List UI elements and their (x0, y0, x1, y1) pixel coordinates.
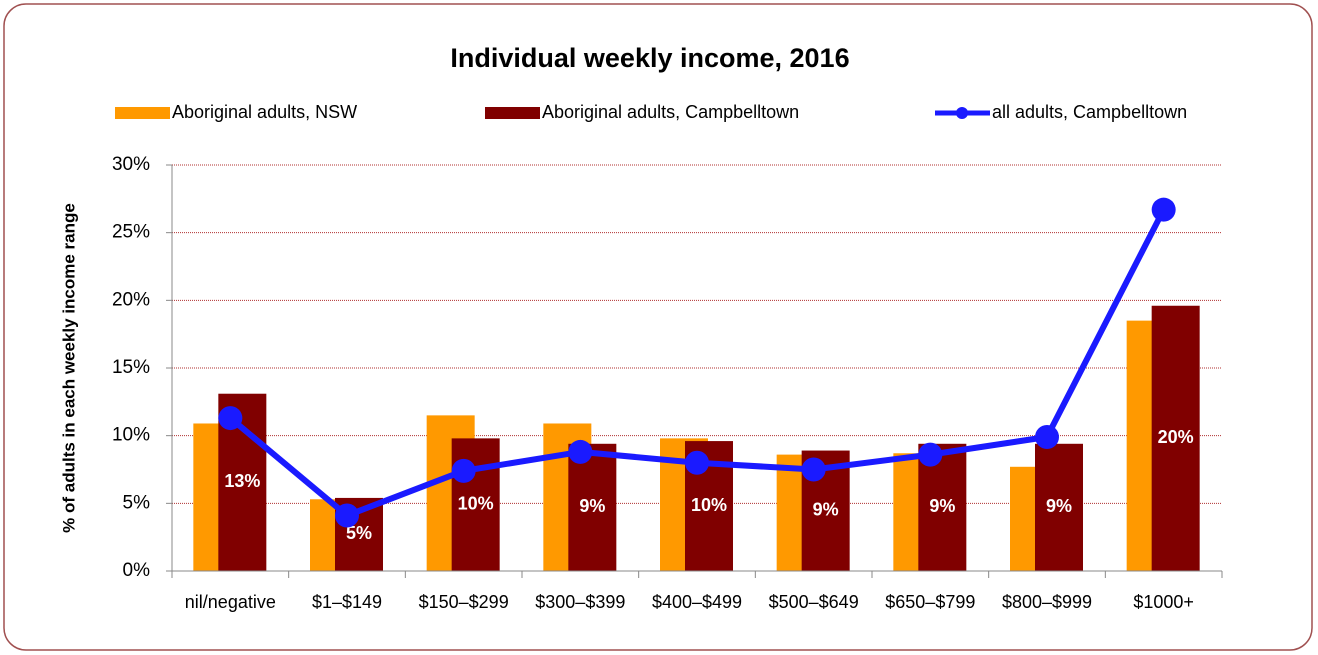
legend-swatch (115, 107, 170, 119)
data-label: 13% (224, 471, 260, 491)
data-label: 9% (579, 496, 605, 516)
legend-swatch (956, 107, 968, 119)
bar (568, 443, 617, 571)
x-tick-label: $1000+ (1133, 592, 1194, 612)
x-tick-label: $300–$399 (535, 592, 625, 612)
data-label: 10% (691, 495, 727, 515)
data-label: 9% (929, 496, 955, 516)
x-tick-label: $800–$999 (1002, 592, 1092, 612)
y-tick-label: 15% (112, 357, 150, 378)
y-tick-label: 25% (112, 222, 150, 243)
line-marker (685, 450, 709, 475)
y-tick-label: 20% (112, 289, 150, 310)
x-tick-label: nil/negative (185, 592, 276, 612)
x-tick-label: $500–$649 (769, 592, 859, 612)
y-axis-label: % of adults in each weekly income range (59, 203, 78, 533)
x-tick-label: $150–$299 (419, 592, 509, 612)
legend-label: Aboriginal adults, Campbelltown (542, 102, 799, 122)
line-marker (568, 439, 593, 464)
line-marker (918, 442, 943, 467)
x-tick-label: $400–$499 (652, 592, 742, 612)
line-marker (218, 406, 243, 431)
legend-label: all adults, Campbelltown (992, 102, 1187, 122)
x-tick-label: $1–$149 (312, 592, 382, 612)
data-label: 5% (346, 523, 372, 543)
legend-label: Aboriginal adults, NSW (172, 102, 357, 122)
legend-swatch (485, 107, 540, 119)
line-marker (801, 457, 826, 482)
y-tick-label: 30% (112, 154, 150, 175)
data-label: 10% (458, 493, 494, 513)
y-tick-label: 0% (123, 560, 151, 581)
line-marker (1151, 197, 1176, 222)
line-marker (1035, 425, 1059, 450)
bar (1151, 305, 1200, 571)
bar (1035, 443, 1083, 571)
data-label: 9% (1046, 496, 1072, 516)
y-tick-label: 5% (123, 492, 151, 513)
y-tick-label: 10% (112, 425, 150, 446)
data-label: 20% (1158, 427, 1194, 447)
x-tick-label: $650–$799 (885, 592, 975, 612)
line-marker (335, 503, 359, 528)
line-marker (451, 458, 476, 483)
chart-title: Individual weekly income, 2016 (450, 43, 849, 73)
data-label: 9% (813, 500, 839, 520)
